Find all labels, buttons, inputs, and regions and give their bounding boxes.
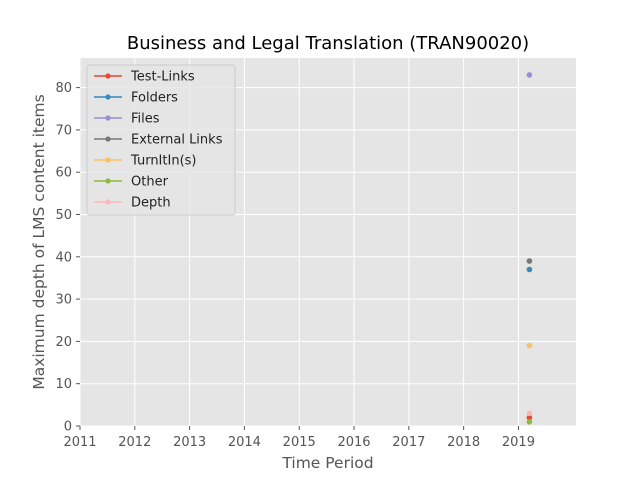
y-axis-title: Maximum depth of LMS content items <box>30 94 48 389</box>
data-point-depth <box>526 410 533 417</box>
legend-marker <box>105 73 111 79</box>
legend-label: TurnItIn(s) <box>130 154 196 169</box>
x-tick-label: 2013 <box>173 435 206 450</box>
x-tick-label: 2016 <box>337 435 370 450</box>
x-tick-label: 2017 <box>392 435 425 450</box>
y-tick-label: 60 <box>55 166 72 181</box>
y-tick-label: 30 <box>55 293 72 308</box>
legend-label: Other <box>131 175 169 190</box>
x-tick-label: 2019 <box>502 435 535 450</box>
data-point-files <box>526 72 533 78</box>
y-tick-label: 40 <box>55 250 72 265</box>
axis-ticks: 2011 2012 2013 2014 2015 2016 2017 2018 2019 0 10 2… <box>55 81 535 450</box>
chart-title: Business and Legal Translation (TRAN9002… <box>127 33 529 54</box>
y-tick-label: 80 <box>55 81 72 96</box>
data-point-external-links <box>526 258 533 264</box>
legend-marker <box>105 178 111 184</box>
legend-marker <box>105 94 111 100</box>
y-tick-label: 50 <box>55 208 72 223</box>
data-point-test-links <box>526 414 533 421</box>
legend-box <box>86 64 236 216</box>
legend-label: Folders <box>131 91 178 106</box>
data-point-folders <box>526 266 533 273</box>
x-tick-label: 2012 <box>118 435 151 450</box>
data-point-other <box>526 418 533 425</box>
x-axis-title: Time Period <box>281 454 373 472</box>
legend: Test-Links Folders Files External Links Turn… <box>86 64 236 216</box>
legend-marker <box>105 157 111 163</box>
legend-label: External Links <box>131 133 223 148</box>
legend-label: Test-Links <box>130 70 195 85</box>
legend-marker <box>105 136 111 142</box>
x-tick-label: 2018 <box>447 435 480 450</box>
x-tick-label: 2011 <box>63 435 96 450</box>
y-tick-label: 20 <box>55 335 72 350</box>
legend-marker <box>105 115 111 121</box>
legend-label: Files <box>131 112 160 127</box>
y-tick-label: 0 <box>64 420 72 435</box>
legend-marker <box>105 199 111 205</box>
y-tick-label: 70 <box>55 123 72 138</box>
y-tick-label: 10 <box>55 377 72 392</box>
x-tick-label: 2015 <box>283 435 316 450</box>
x-tick-label: 2014 <box>228 435 261 450</box>
data-point-turnitin-s <box>526 342 533 349</box>
data-points <box>526 72 533 425</box>
legend-label: Depth <box>131 196 171 211</box>
